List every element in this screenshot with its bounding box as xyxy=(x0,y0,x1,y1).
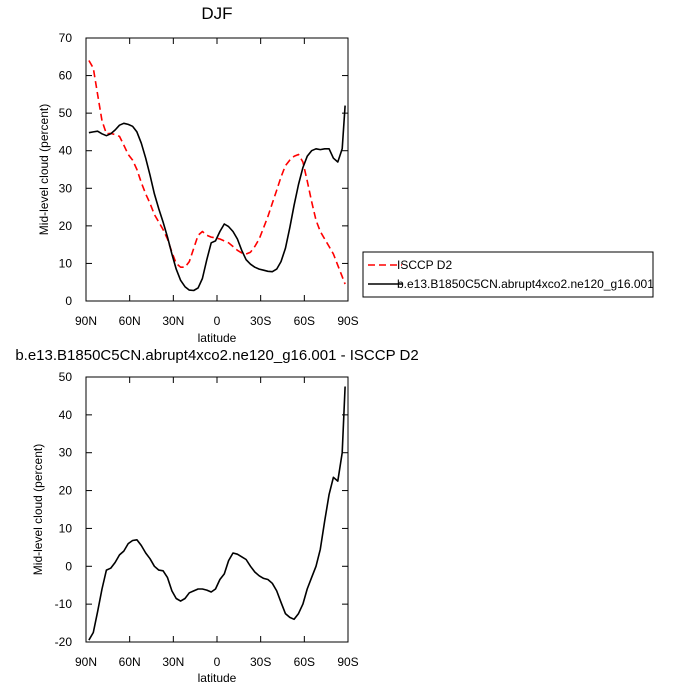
y-tick-label: -10 xyxy=(55,597,73,611)
x-tick-label: 0 xyxy=(214,655,221,669)
legend: ISCCP D2 b.e13.B1850C5CN.abrupt4xco2.ne1… xyxy=(362,251,654,298)
y-axis-label: Mid-level cloud (percent) xyxy=(37,104,51,235)
x-tick-label: 0 xyxy=(214,314,221,328)
x-tick-label: 60S xyxy=(294,314,315,328)
plot-frame xyxy=(85,376,349,643)
legend-label-isccp: ISCCP D2 xyxy=(397,258,452,272)
x-tick-label: 90N xyxy=(75,655,97,669)
legend-label-model: b.e13.B1850C5CN.abrupt4xco2.ne120_g16.00… xyxy=(397,277,654,291)
y-tick-label: 30 xyxy=(59,446,73,460)
y-tick-label: 20 xyxy=(59,219,73,233)
chart-title: b.e13.B1850C5CN.abrupt4xco2.ne120_g16.00… xyxy=(15,347,418,364)
y-tick-label: 0 xyxy=(65,559,72,573)
y-tick-label: 0 xyxy=(65,294,72,308)
x-tick-label: 60S xyxy=(294,655,315,669)
y-tick-label: 40 xyxy=(59,144,73,158)
x-tick-label: 30N xyxy=(162,655,184,669)
x-tick-label: 60N xyxy=(119,314,141,328)
plot-series xyxy=(88,60,346,292)
y-tick-label: 60 xyxy=(59,69,73,83)
chart-panel-djf: DJF 90N 60N 30N 0 30S 60S 90S 010203040506070 … xyxy=(37,4,654,345)
x-tick-label: 90N xyxy=(75,314,97,328)
y-tick-label: 10 xyxy=(59,256,73,270)
x-axis: 90N 60N 30N 0 30S 60S 90S xyxy=(75,38,359,328)
x-tick-label: 30S xyxy=(250,655,271,669)
y-tick-label: 20 xyxy=(59,484,73,498)
chart-panel-difference: b.e13.B1850C5CN.abrupt4xco2.ne120_g16.00… xyxy=(15,347,418,685)
series-line-0 xyxy=(88,386,346,641)
y-axis: 0 10 20 30 40 50 60 70 xyxy=(59,31,348,308)
y-tick-label: 50 xyxy=(59,370,73,384)
legend-box xyxy=(362,251,654,298)
y-axis: -20 -10 0 10 20 30 40 50 xyxy=(55,370,348,649)
x-axis-label: latitude xyxy=(198,331,237,345)
chart-title: DJF xyxy=(201,4,232,23)
x-tick-label: 30N xyxy=(162,314,184,328)
y-axis-label: Mid-level cloud (percent) xyxy=(31,444,45,575)
x-axis: 90N 60N 30N 0 30S 60S 90S xyxy=(75,377,359,669)
y-tick-label: 40 xyxy=(59,408,73,422)
y-tick-label: -20 xyxy=(55,635,73,649)
x-tick-label: 60N xyxy=(119,655,141,669)
y-tick-label: 50 xyxy=(59,106,73,120)
y-tick-label: 70 xyxy=(59,31,73,45)
y-tick-label: 30 xyxy=(59,181,73,195)
y-tick-label: 10 xyxy=(59,521,73,535)
x-tick-label: 90S xyxy=(337,314,358,328)
plot-frame xyxy=(85,37,349,302)
series-line-0 xyxy=(88,60,346,285)
plot-series xyxy=(88,386,346,641)
x-tick-label: 90S xyxy=(337,655,358,669)
x-tick-label: 30S xyxy=(250,314,271,328)
x-axis-label: latitude xyxy=(198,671,237,685)
series-line-1 xyxy=(88,105,346,292)
